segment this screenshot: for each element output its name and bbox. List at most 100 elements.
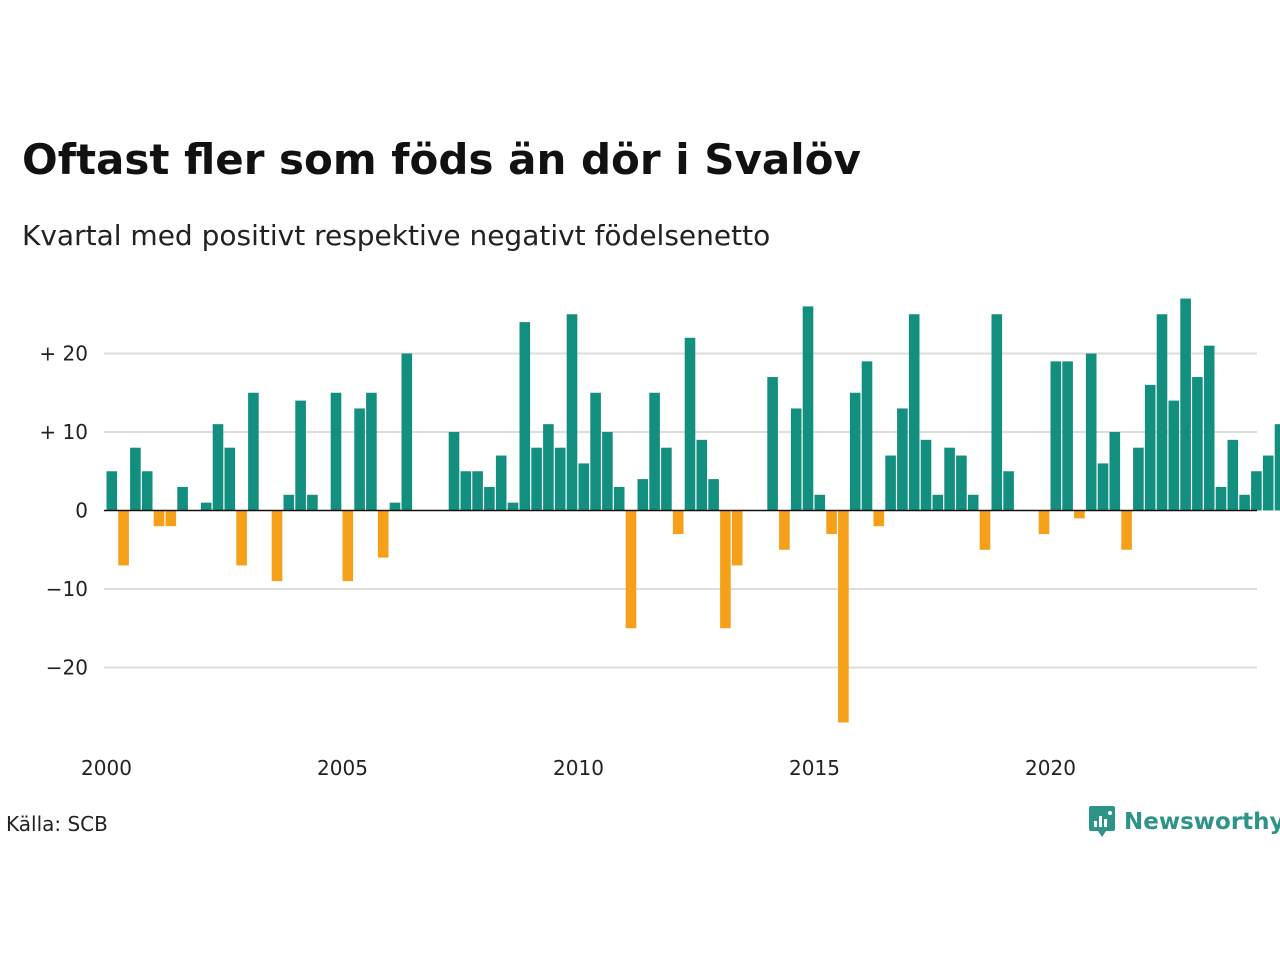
x-tick-label: 2005 — [317, 756, 368, 780]
bar-positive — [1274, 424, 1280, 511]
bar-negative — [1074, 510, 1085, 519]
bar-positive — [861, 361, 873, 511]
x-tick-label: 2020 — [1025, 756, 1076, 780]
bar-positive — [1203, 345, 1215, 511]
bar-positive — [401, 353, 413, 511]
bar-positive — [283, 494, 295, 511]
bar-positive — [519, 322, 531, 511]
chart-subtitle: Kvartal med positivt respektive negativt… — [22, 219, 771, 252]
bar-positive — [389, 502, 401, 511]
bar-negative — [165, 510, 177, 527]
bar-positive — [1062, 361, 1073, 511]
bar-positive — [967, 494, 979, 511]
bar-negative — [720, 510, 731, 629]
bar-positive — [590, 392, 601, 511]
y-axis-labels: + 20 + 10 0 −10 −20 — [39, 342, 88, 680]
newsworthy-logo[interactable]: Newsworthy — [1088, 804, 1280, 840]
y-tick-label: −20 — [46, 656, 88, 680]
newsworthy-logo-icon — [1089, 806, 1115, 837]
y-tick-label: + 20 — [39, 342, 88, 366]
bar-positive — [1085, 353, 1097, 511]
bar-positive — [649, 392, 660, 511]
bar-positive — [1251, 471, 1262, 511]
bar-positive — [578, 463, 590, 511]
bar-positive — [684, 337, 696, 511]
bar-positive — [1180, 298, 1191, 511]
bar-positive — [885, 455, 896, 511]
bar-positive — [1097, 463, 1109, 511]
bar-negative — [672, 510, 684, 535]
bar-negative — [377, 510, 389, 558]
x-tick-label: 2000 — [81, 756, 132, 780]
bar-positive — [920, 439, 932, 511]
bar-positive — [1239, 494, 1250, 511]
bar-negative — [873, 510, 885, 527]
bar-positive — [1262, 455, 1274, 511]
bar-negative — [625, 510, 637, 629]
bar-negative — [1121, 510, 1132, 550]
bar-positive — [1192, 377, 1203, 511]
bar-positive — [1050, 361, 1062, 511]
bar-positive — [106, 471, 118, 511]
bars — [106, 298, 1280, 723]
bar-positive — [956, 455, 967, 511]
bar-positive — [932, 494, 944, 511]
bar-positive — [141, 471, 153, 511]
bar-positive — [472, 471, 483, 511]
bar-positive — [1156, 314, 1168, 511]
bar-positive — [177, 486, 188, 511]
bar-positive — [200, 502, 212, 511]
brand-name: Newsworthy — [1124, 809, 1280, 835]
bar-positive — [696, 439, 708, 511]
bar-negative — [979, 510, 991, 550]
bar-negative — [271, 510, 283, 582]
bar-positive — [908, 314, 920, 511]
bar-positive — [613, 486, 625, 511]
bar-positive — [1144, 384, 1156, 511]
bar-positive — [507, 502, 519, 511]
x-tick-label: 2010 — [553, 756, 604, 780]
bar-negative — [838, 510, 849, 723]
bar-negative — [826, 510, 837, 535]
chart-title: Oftast fler som föds än dör i Svalöv — [22, 135, 861, 184]
bar-positive — [566, 314, 578, 511]
source-note: Källa: SCB — [6, 812, 108, 836]
bar-positive — [897, 408, 908, 511]
bar-positive — [366, 392, 377, 511]
bar-positive — [554, 447, 566, 511]
bar-positive — [531, 447, 542, 511]
bar-negative — [236, 510, 247, 566]
bar-negative — [153, 510, 165, 527]
bar-positive — [248, 392, 259, 511]
bar-positive — [849, 392, 861, 511]
bar-positive — [814, 494, 826, 511]
bar-positive — [484, 486, 495, 511]
bar-positive — [944, 447, 955, 511]
bar-positive — [1168, 400, 1180, 511]
x-tick-label: 2015 — [789, 756, 840, 780]
bar-negative — [118, 510, 129, 566]
bar-positive — [708, 479, 719, 511]
bar-positive — [1109, 432, 1121, 511]
bar-positive — [460, 471, 472, 511]
bar-positive — [767, 377, 778, 511]
bar-positive — [307, 494, 318, 511]
x-axis-labels: 2000 2005 2010 2015 2020 — [81, 756, 1076, 780]
bar-positive — [330, 392, 342, 511]
y-tick-label: + 10 — [39, 420, 88, 444]
bar-positive — [602, 432, 613, 511]
bar-negative — [779, 510, 790, 550]
bar-positive — [130, 447, 141, 511]
bar-positive — [212, 424, 224, 511]
y-tick-label: 0 — [75, 499, 88, 523]
y-tick-label: −10 — [46, 577, 88, 601]
bar-positive — [543, 424, 554, 511]
bar-negative — [1038, 510, 1050, 535]
bar-positive — [790, 408, 802, 511]
bar-positive — [637, 479, 649, 511]
bar-positive — [802, 306, 814, 511]
bar-positive — [1003, 471, 1014, 511]
bar-positive — [1227, 439, 1239, 511]
bar-positive — [991, 314, 1003, 511]
